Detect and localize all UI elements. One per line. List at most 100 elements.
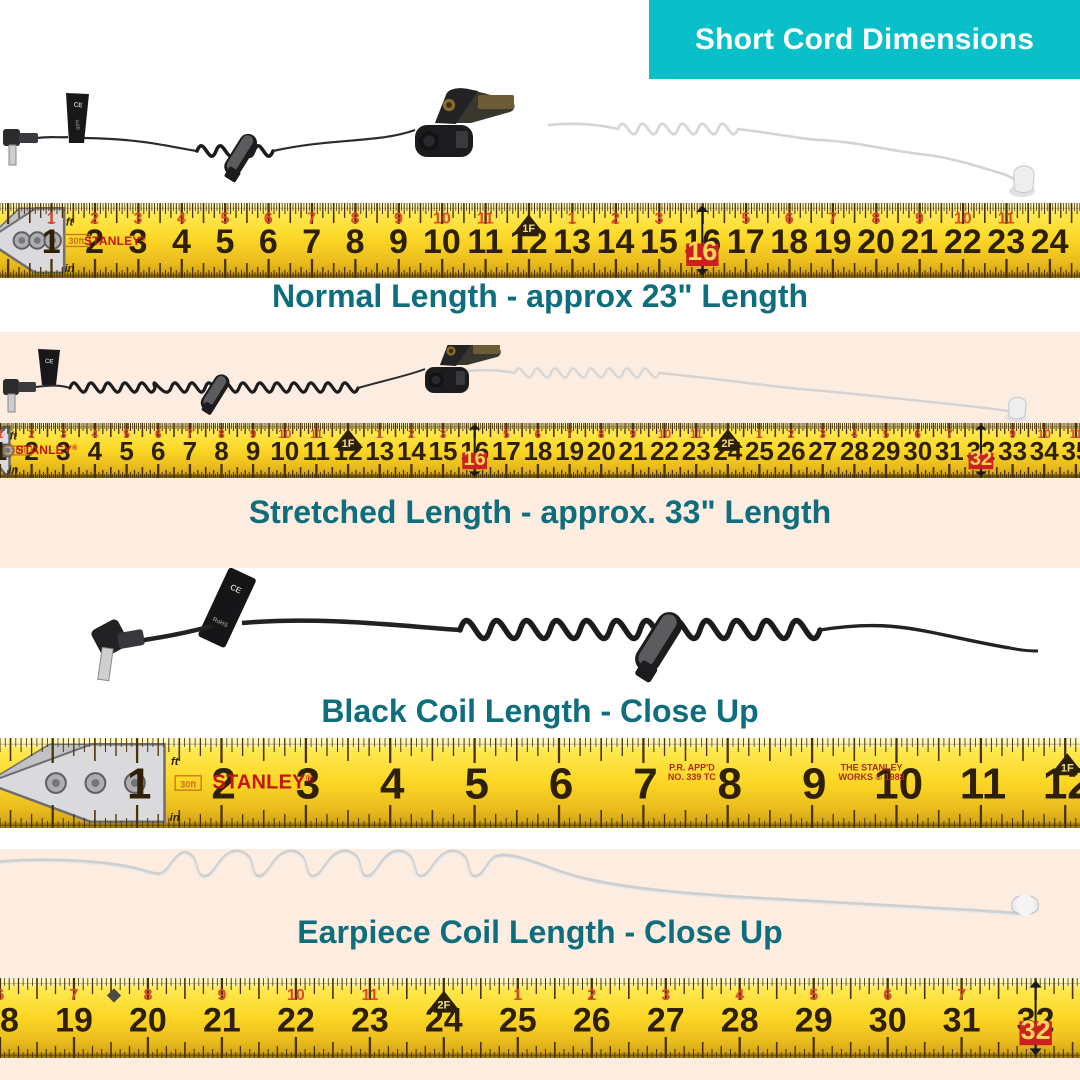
svg-text:WORKS © 1988: WORKS © 1988	[839, 772, 905, 782]
svg-text:1F: 1F	[1061, 762, 1074, 774]
svg-text:6: 6	[785, 211, 794, 228]
svg-text:5: 5	[883, 427, 890, 441]
svg-text:5: 5	[503, 427, 510, 441]
svg-text:STANLEY®: STANLEY®	[212, 771, 314, 793]
svg-text:10: 10	[278, 427, 292, 441]
svg-text:10: 10	[287, 987, 305, 1004]
svg-text:9: 9	[250, 427, 257, 441]
svg-text:7: 7	[70, 987, 79, 1004]
svg-text:19: 19	[55, 1002, 93, 1040]
svg-text:5: 5	[215, 223, 234, 261]
svg-text:3: 3	[134, 211, 143, 228]
svg-text:25: 25	[499, 1002, 537, 1040]
svg-text:30: 30	[869, 1002, 907, 1040]
svg-text:8: 8	[351, 211, 360, 228]
svg-text:32: 32	[970, 448, 992, 470]
svg-text:21: 21	[203, 1002, 241, 1040]
svg-text:3: 3	[819, 427, 826, 441]
svg-text:1: 1	[47, 211, 56, 228]
svg-text:2F: 2F	[721, 438, 734, 450]
svg-text:CE: CE	[45, 359, 54, 366]
svg-text:27: 27	[647, 1002, 685, 1040]
svg-text:9: 9	[394, 211, 403, 228]
svg-text:6: 6	[549, 759, 573, 808]
svg-text:7: 7	[302, 223, 321, 261]
svg-text:31: 31	[943, 1002, 981, 1040]
svg-text:13: 13	[553, 223, 591, 261]
svg-text:11: 11	[998, 211, 1015, 228]
svg-text:3: 3	[440, 427, 447, 441]
svg-text:10: 10	[658, 427, 672, 441]
svg-text:11: 11	[310, 427, 323, 441]
svg-text:6: 6	[883, 987, 892, 1004]
svg-text:2: 2	[611, 211, 620, 228]
svg-text:7: 7	[187, 427, 194, 441]
svg-text:4: 4	[380, 759, 405, 808]
svg-text:11: 11	[467, 223, 503, 261]
svg-text:4: 4	[172, 223, 191, 261]
svg-text:2: 2	[408, 427, 415, 441]
svg-text:10: 10	[954, 211, 972, 228]
svg-text:3: 3	[654, 211, 663, 228]
svg-text:1: 1	[513, 987, 522, 1004]
svg-text:6: 6	[155, 427, 162, 441]
svg-text:23: 23	[987, 223, 1025, 261]
svg-text:21: 21	[900, 223, 938, 261]
svg-text:24: 24	[1031, 223, 1069, 261]
svg-text:in: in	[170, 812, 180, 824]
svg-text:5: 5	[741, 211, 750, 228]
svg-text:8: 8	[218, 427, 225, 441]
svg-text:11: 11	[361, 987, 378, 1004]
svg-text:NO. 339 TC: NO. 339 TC	[668, 772, 717, 782]
svg-text:1: 1	[376, 427, 383, 441]
svg-text:4: 4	[177, 211, 186, 228]
svg-text:18: 18	[0, 1002, 19, 1040]
svg-text:29: 29	[795, 1002, 833, 1040]
svg-text:10: 10	[1038, 427, 1052, 441]
svg-text:16: 16	[687, 236, 717, 266]
svg-text:1: 1	[42, 223, 61, 261]
svg-text:6: 6	[0, 987, 5, 1004]
svg-text:3: 3	[60, 427, 67, 441]
svg-text:14: 14	[597, 223, 635, 261]
svg-text:8: 8	[143, 987, 152, 1004]
svg-text:17: 17	[727, 223, 765, 261]
svg-text:30ft: 30ft	[68, 236, 84, 246]
svg-text:16: 16	[464, 448, 486, 470]
svg-text:8: 8	[718, 759, 742, 808]
svg-text:in: in	[65, 263, 75, 275]
svg-text:6: 6	[914, 427, 921, 441]
svg-text:1: 1	[127, 759, 151, 808]
svg-text:22: 22	[944, 223, 982, 261]
svg-text:8: 8	[346, 223, 365, 261]
svg-text:8: 8	[598, 427, 605, 441]
svg-text:2: 2	[788, 427, 795, 441]
svg-text:6: 6	[264, 211, 273, 228]
svg-text:1: 1	[568, 211, 577, 228]
svg-text:30ft: 30ft	[180, 780, 196, 790]
svg-text:6: 6	[259, 223, 278, 261]
svg-text:6: 6	[535, 427, 542, 441]
svg-text:20: 20	[129, 1002, 167, 1040]
svg-text:5: 5	[123, 427, 130, 441]
svg-text:STANLEY®: STANLEY®	[84, 234, 147, 248]
svg-text:P.R. APP'D: P.R. APP'D	[669, 762, 715, 772]
svg-text:19: 19	[814, 223, 852, 261]
svg-text:11: 11	[690, 427, 703, 441]
svg-text:9: 9	[630, 427, 637, 441]
svg-text:26: 26	[573, 1002, 611, 1040]
svg-text:2: 2	[587, 987, 596, 1004]
svg-text:32: 32	[1021, 1015, 1051, 1045]
svg-text:5: 5	[220, 211, 229, 228]
svg-text:7: 7	[828, 211, 837, 228]
svg-text:8: 8	[872, 211, 881, 228]
svg-text:9: 9	[217, 987, 226, 1004]
svg-text:7: 7	[633, 759, 657, 808]
svg-text:9: 9	[802, 759, 826, 808]
svg-text:10: 10	[423, 223, 461, 261]
svg-text:18: 18	[770, 223, 808, 261]
svg-text:5: 5	[464, 759, 488, 808]
svg-text:1: 1	[0, 427, 4, 441]
svg-text:4: 4	[735, 987, 744, 1004]
svg-text:20: 20	[857, 223, 895, 261]
